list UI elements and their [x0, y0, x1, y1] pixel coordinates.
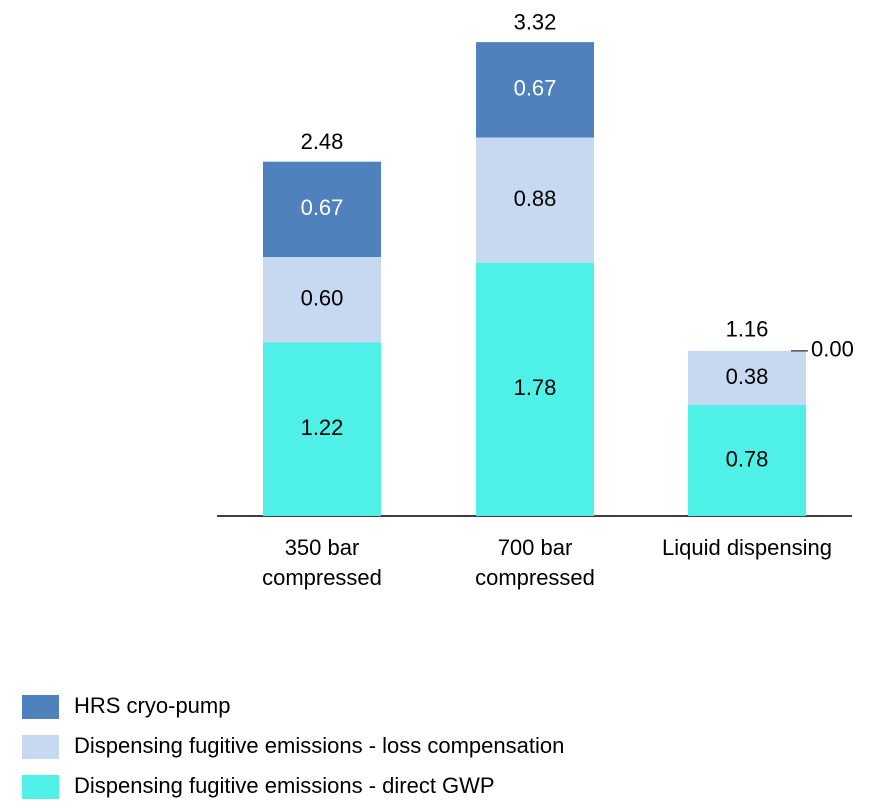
legend-swatch	[22, 695, 59, 719]
bar-segment	[688, 405, 806, 516]
legend-label: Dispensing fugitive emissions - direct G…	[74, 773, 495, 798]
total-label: 3.32	[514, 9, 557, 34]
data-label: 0.38	[726, 364, 769, 389]
total-label: 1.16	[726, 317, 769, 342]
legend-swatch	[22, 775, 59, 799]
legend-label: HRS cryo-pump	[74, 693, 230, 718]
data-label: 1.22	[301, 415, 344, 440]
data-label: 0.60	[301, 286, 344, 311]
data-label: 0.78	[726, 446, 769, 471]
data-label: 0.00	[811, 337, 854, 362]
x-tick-label: 700 bar compressed	[475, 535, 595, 590]
data-label: 1.78	[514, 375, 557, 400]
bar-segment	[263, 161, 381, 258]
x-tick-label: 350 bar compressed	[262, 535, 382, 590]
data-label: 0.67	[514, 76, 557, 101]
total-label: 2.48	[301, 129, 344, 154]
legend-label: Dispensing fugitive emissions - loss com…	[74, 733, 564, 758]
legend-swatch	[22, 735, 59, 759]
bar-segment	[688, 350, 806, 406]
bar-segment	[476, 42, 594, 138]
data-label: 0.88	[514, 186, 557, 211]
bar-segment	[476, 137, 594, 263]
bar-segment	[263, 257, 381, 343]
data-label: 0.67	[301, 195, 344, 220]
bar-segment	[263, 342, 381, 516]
x-tick-label: Liquid dispensing	[661, 535, 833, 560]
bar-segment	[476, 262, 594, 516]
